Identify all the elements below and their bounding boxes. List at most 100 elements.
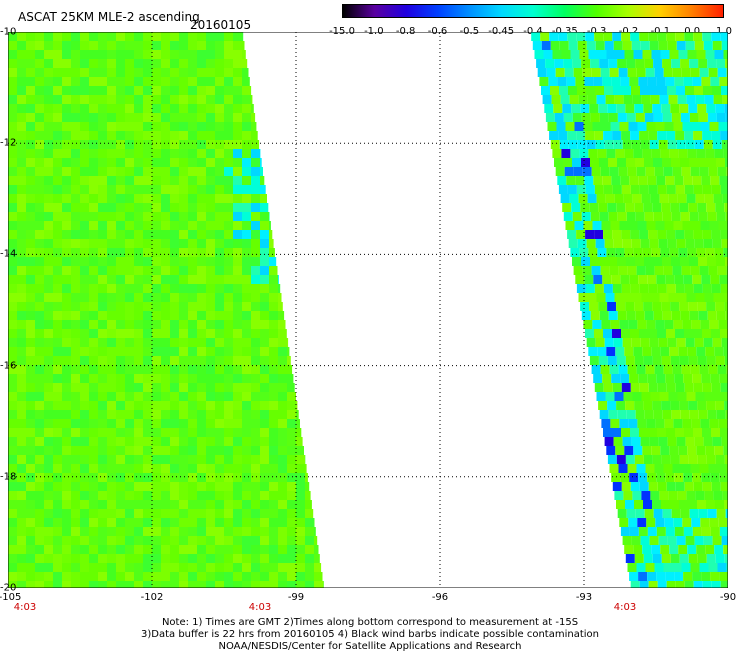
swath-left-cell: [125, 275, 134, 284]
swath-left-cell: [242, 212, 251, 221]
swath-right-cell: [611, 275, 620, 284]
swath-left-cell: [17, 140, 26, 149]
swath-left-cell: [143, 230, 152, 239]
swath-right-cell: [707, 356, 716, 365]
swath-left-cell: [251, 167, 260, 176]
swath-left-cell: [215, 59, 224, 68]
swath-left-cell: [215, 410, 224, 419]
swath-left-cell: [53, 158, 62, 167]
swath-left-cell: [89, 473, 98, 482]
swath-left-cell: [170, 158, 179, 167]
swath-right-cell: [628, 464, 637, 473]
swath-left-cell: [44, 455, 53, 464]
swath-right-cell: [578, 41, 587, 50]
swath-left-cell: [125, 572, 134, 581]
swath-left-cell: [179, 113, 188, 122]
swath-left-cell: [260, 212, 269, 221]
swath-left-cell: [233, 275, 242, 284]
swath-left-cell: [71, 419, 80, 428]
swath-left-cell: [251, 347, 260, 356]
swath-left-cell: [26, 563, 35, 572]
swath-left-cell: [260, 401, 269, 410]
swath-left-cell: [242, 77, 250, 86]
swath-left-cell: [197, 563, 206, 572]
swath-right-cell: [647, 473, 656, 482]
swath-right-cell: [598, 302, 607, 311]
swath-left-cell: [125, 536, 134, 545]
swath-left-cell: [188, 500, 197, 509]
swath-left-cell: [197, 176, 206, 185]
swath-left-cell: [125, 338, 134, 347]
swath-right-cell: [564, 212, 573, 221]
swath-left-cell: [242, 419, 251, 428]
swath-left-cell: [125, 419, 134, 428]
swath-right-cell: [669, 248, 678, 257]
swath-right-cell: [584, 221, 593, 230]
swath-left-cell: [143, 446, 152, 455]
swath-left-cell: [107, 176, 116, 185]
swath-right-cell: [702, 329, 711, 338]
swath-right-cell: [619, 518, 628, 527]
swath-left-cell: [134, 41, 143, 50]
swath-right-cell: [685, 383, 694, 392]
swath-left-cell: [53, 239, 62, 248]
swath-left-cell: [8, 311, 17, 320]
swath-left-cell: [188, 329, 197, 338]
swath-right-cell: [713, 491, 722, 500]
swath-left-cell: [170, 401, 179, 410]
swath-left-cell: [179, 284, 188, 293]
swath-right-cell: [691, 167, 700, 176]
swath-right-cell: [628, 167, 637, 176]
swath-right-cell: [719, 176, 728, 185]
swath-right-cell: [574, 68, 583, 77]
swath-right-cell: [719, 275, 728, 284]
swath-right-cell: [615, 392, 624, 401]
swath-left-cell: [125, 293, 134, 302]
swath-left-cell: [98, 104, 107, 113]
swath-right-cell: [700, 68, 709, 77]
swath-left-cell: [152, 86, 161, 95]
swath-left-cell: [44, 410, 53, 419]
swath-right-cell: [685, 581, 694, 588]
swath-left-cell: [17, 77, 26, 86]
swath-right-cell: [665, 473, 674, 482]
swath-left-cell: [170, 500, 179, 509]
swath-right-cell: [655, 563, 664, 572]
swath-left-cell: [26, 230, 35, 239]
swath-left-cell: [233, 176, 242, 185]
swath-left-cell: [152, 140, 161, 149]
swath-left-cell: [80, 212, 89, 221]
swath-left-cell: [251, 365, 260, 374]
swath-left-cell: [269, 491, 278, 500]
swath-left-cell: [53, 428, 62, 437]
swath-left-cell: [188, 239, 197, 248]
swath-right-cell: [662, 257, 671, 266]
swath-left-cell: [89, 536, 98, 545]
swath-right-cell: [702, 131, 711, 140]
swath-left-cell: [161, 365, 170, 374]
swath-left-cell: [89, 302, 98, 311]
swath-right-cell: [704, 140, 713, 149]
swath-left-cell: [125, 563, 134, 572]
swath-left-cell: [44, 248, 53, 257]
swath-left-cell: [125, 509, 134, 518]
swath-left-cell: [44, 176, 53, 185]
swath-left-cell: [305, 491, 311, 500]
swath-left-cell: [44, 509, 53, 518]
swath-left-cell: [143, 527, 152, 536]
swath-left-cell: [107, 194, 116, 203]
swath-left-cell: [296, 581, 305, 588]
swath-left-cell: [107, 140, 116, 149]
swath-left-cell: [269, 527, 278, 536]
swath-left-cell: [107, 167, 116, 176]
swath-left-cell: [116, 185, 125, 194]
swath-left-cell: [98, 41, 107, 50]
swath-right-cell: [606, 194, 615, 203]
swath-left-cell: [161, 311, 170, 320]
swath-left-cell: [134, 419, 143, 428]
swath-right-cell: [548, 77, 557, 86]
swath-left-cell: [197, 311, 206, 320]
swath-left-cell: [224, 419, 233, 428]
swath-left-cell: [134, 329, 143, 338]
swath-left-cell: [107, 77, 116, 86]
